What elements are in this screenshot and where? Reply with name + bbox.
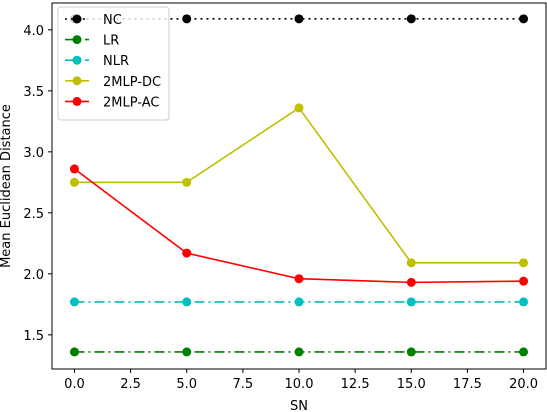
- data-point-nlr: [70, 297, 79, 306]
- legend-label-2mlp-ac: 2MLP-AC: [103, 95, 159, 110]
- series-lr: [70, 347, 528, 356]
- data-point-2mlp-ac: [519, 277, 528, 286]
- legend-label-nc: NC: [103, 13, 122, 28]
- x-tick-label: 0.0: [64, 377, 85, 392]
- y-tick-label: 3.0: [23, 146, 44, 161]
- x-axis: 0.0 2.5 5.0 7.5 10.0 12.5 15.0 17.5 20.0: [64, 369, 538, 392]
- series-line-2mlp-dc: [74, 108, 523, 263]
- x-tick-label: 15.0: [397, 377, 426, 392]
- legend-marker-nlr: [73, 56, 82, 65]
- x-tick-label: 10.0: [285, 377, 314, 392]
- y-tick-label: 3.5: [23, 85, 44, 100]
- data-point-lr: [407, 347, 416, 356]
- data-point-2mlp-dc: [295, 103, 304, 112]
- data-point-nc: [407, 14, 416, 23]
- legend-marker-2mlp-ac: [73, 97, 82, 106]
- legend-marker-nc: [73, 15, 82, 24]
- legend-label-2mlp-dc: 2MLP-DC: [103, 75, 161, 90]
- data-point-2mlp-ac: [295, 274, 304, 283]
- series-2mlp-dc: [70, 103, 528, 267]
- data-point-nc: [519, 14, 528, 23]
- x-tick-label: 5.0: [176, 377, 197, 392]
- data-point-2mlp-dc: [70, 178, 79, 187]
- data-point-nc: [182, 14, 191, 23]
- y-tick-label: 4.0: [23, 24, 44, 39]
- x-tick-label: 20.0: [509, 377, 538, 392]
- x-tick-label: 2.5: [120, 377, 141, 392]
- data-point-nlr: [519, 297, 528, 306]
- data-point-nlr: [182, 297, 191, 306]
- x-tick-label: 17.5: [453, 377, 482, 392]
- y-tick-label: 2.5: [23, 207, 44, 222]
- legend-marker-lr: [73, 35, 82, 44]
- legend: NC LR NLR 2MLP-DC 2MLP-AC: [58, 7, 169, 120]
- data-point-lr: [295, 347, 304, 356]
- y-tick-label: 2.0: [23, 268, 44, 283]
- data-point-nc: [295, 14, 304, 23]
- data-point-nlr: [295, 297, 304, 306]
- data-point-2mlp-ac: [407, 278, 416, 287]
- x-tick-label: 12.5: [341, 377, 370, 392]
- data-point-lr: [519, 347, 528, 356]
- legend-label-nlr: NLR: [103, 54, 129, 69]
- data-point-lr: [70, 347, 79, 356]
- data-point-nlr: [407, 297, 416, 306]
- y-axis: 1.5 2.0 2.5 3.0 3.5 4.0: [23, 24, 52, 344]
- y-tick-label: 1.5: [23, 329, 44, 344]
- legend-label-lr: LR: [103, 34, 119, 49]
- data-point-2mlp-dc: [407, 258, 416, 267]
- y-axis-title: Mean Euclidean Distance: [0, 104, 14, 268]
- data-point-2mlp-dc: [182, 178, 191, 187]
- x-tick-label: 7.5: [233, 377, 254, 392]
- series-line-2mlp-ac: [74, 169, 523, 282]
- data-point-2mlp-ac: [70, 164, 79, 173]
- data-point-2mlp-ac: [182, 249, 191, 258]
- series-nlr: [70, 297, 528, 306]
- legend-marker-2mlp-dc: [73, 76, 82, 85]
- data-point-lr: [182, 347, 191, 356]
- x-axis-title: SN: [290, 399, 308, 412]
- data-point-2mlp-dc: [519, 258, 528, 267]
